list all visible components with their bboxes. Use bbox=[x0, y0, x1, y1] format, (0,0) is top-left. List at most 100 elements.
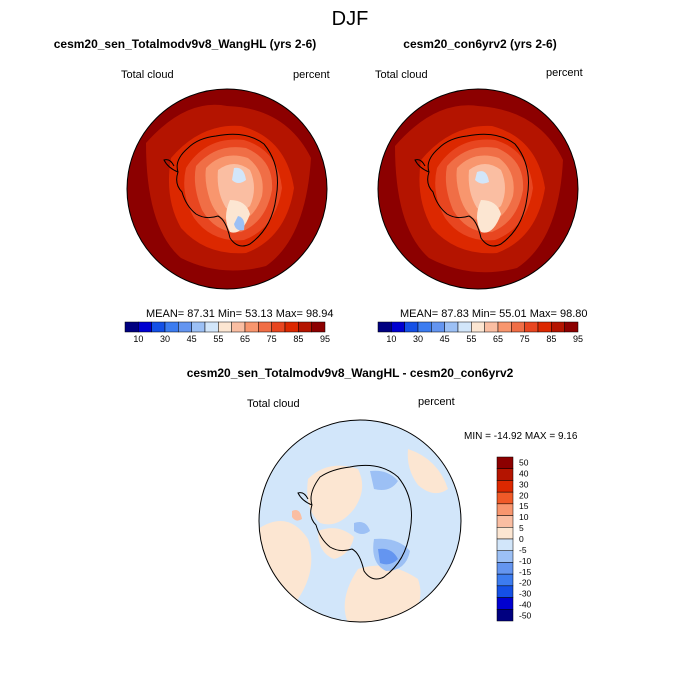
colorbar-swatch bbox=[404, 321, 419, 333]
panel3-map-border bbox=[258, 419, 462, 623]
panel3-max-label: MAX = bbox=[524, 431, 556, 442]
colorbar-tick-label: 85 bbox=[293, 334, 303, 344]
figure-title: DJF bbox=[331, 8, 369, 30]
colorbar-swatch bbox=[484, 321, 499, 333]
colorbar-swatch bbox=[431, 321, 445, 333]
colorbar-swatch bbox=[284, 321, 299, 333]
panel1-title: cesm20_sen_Totalmodv9v8_WangHL (yrs 2-6) bbox=[53, 37, 317, 51]
panel2-variable-label: Total cloud bbox=[375, 69, 428, 81]
panel3-positive-region-5 bbox=[318, 528, 354, 559]
panel3-variable-label: Total cloud bbox=[247, 398, 300, 410]
colorbar-swatch bbox=[551, 321, 565, 333]
panel1-min-patch bbox=[234, 216, 245, 231]
colorbar-swatch bbox=[178, 321, 192, 333]
colorbar-swatch bbox=[496, 597, 514, 610]
panel1-variable-label: Total cloud bbox=[121, 69, 174, 81]
panel3-min-value: -14.92 bbox=[493, 431, 523, 442]
colorbar-tick-label: -20 bbox=[519, 578, 532, 588]
colorbar-swatch bbox=[417, 321, 432, 333]
panel3-stats: MIN = -14.92 MAX = 9.16 bbox=[464, 431, 577, 442]
colorbar-swatch bbox=[496, 491, 514, 505]
panel3-negative-region-1 bbox=[370, 470, 398, 490]
colorbar-swatch bbox=[124, 321, 139, 333]
panel1-max-value: 98.94 bbox=[305, 308, 334, 320]
colorbar-swatch bbox=[496, 562, 514, 575]
colorbar-swatch bbox=[496, 468, 514, 481]
panel3-positive-region-2 bbox=[307, 465, 363, 525]
panel2-max-value: 98.80 bbox=[559, 308, 588, 320]
panel2-polar-map bbox=[377, 88, 579, 290]
colorbar-swatch bbox=[151, 321, 166, 333]
panel3-polar-map bbox=[258, 419, 462, 623]
colorbar-tick-label: 0 bbox=[519, 534, 524, 544]
panel1-mean-label: MEAN= bbox=[146, 308, 185, 320]
panel1-low-cloud-patch bbox=[232, 167, 246, 183]
panel2-low-cloud-patch bbox=[475, 171, 489, 184]
panel3-min-label: MIN = bbox=[464, 431, 491, 442]
panel2-peninsula bbox=[414, 159, 430, 173]
panel1-max-label: Max= bbox=[275, 308, 303, 320]
colorbar-tick-label: 15 bbox=[519, 501, 529, 511]
colorbar-swatch bbox=[496, 550, 514, 563]
colorbar-swatch bbox=[204, 321, 219, 333]
panel3-negative-region-4 bbox=[354, 522, 370, 534]
colorbar-swatch bbox=[511, 321, 525, 333]
panel1-units-label: percent bbox=[293, 69, 330, 81]
colorbar-swatch bbox=[457, 321, 472, 333]
panel1-map-border bbox=[126, 88, 328, 290]
colorbar-tick-label: 10 bbox=[519, 512, 529, 522]
colorbar-tick-label: -50 bbox=[519, 611, 532, 621]
colorbar-tick-label: 55 bbox=[466, 334, 476, 344]
colorbar-swatch bbox=[496, 503, 514, 516]
panel2-units-label: percent bbox=[546, 67, 583, 79]
panel1-coastline bbox=[176, 133, 278, 247]
colorbar-swatch bbox=[218, 321, 232, 333]
colorbar-tick-label: 75 bbox=[267, 334, 277, 344]
panel1-peninsula bbox=[163, 159, 179, 173]
colorbar-swatch bbox=[298, 321, 312, 333]
colorbar-swatch bbox=[258, 321, 272, 333]
colorbar-swatch bbox=[496, 480, 514, 493]
colorbar-swatch bbox=[444, 321, 459, 333]
panel2-stats: MEAN= 87.83 Min= 55.01 Max= 98.80 bbox=[400, 308, 588, 320]
colorbar-swatch bbox=[496, 456, 514, 469]
colorbar-tick-label: 30 bbox=[519, 479, 529, 489]
colorbar-tick-label: 55 bbox=[213, 334, 223, 344]
colorbar-tick-label: 95 bbox=[320, 334, 330, 344]
colorbar-tick-label: 95 bbox=[573, 334, 583, 344]
panel2-max-label: Max= bbox=[529, 308, 557, 320]
colorbar-swatch bbox=[138, 321, 152, 333]
colorbar-tick-label: -15 bbox=[519, 567, 532, 577]
panel3-positive-region-4 bbox=[407, 449, 448, 494]
panel1-stats: MEAN= 87.31 Min= 53.13 Max= 98.94 bbox=[146, 308, 334, 320]
panel2-coastline bbox=[427, 133, 529, 247]
colorbar-tick-label: 20 bbox=[519, 490, 529, 500]
panel2-colorbar: 10 30 45 55 65 75 85 95 bbox=[377, 321, 583, 344]
panel1-min-value: 53.13 bbox=[245, 308, 273, 320]
colorbar-tick-label: 65 bbox=[493, 334, 503, 344]
colorbar-tick-label: 10 bbox=[386, 334, 396, 344]
colorbar-tick-label: 5 bbox=[519, 523, 524, 533]
colorbar-tick-label: 10 bbox=[133, 334, 143, 344]
colorbar-tick-label: -30 bbox=[519, 589, 532, 599]
panel3-positive-region-3 bbox=[344, 565, 421, 622]
panel3-max-value: 9.16 bbox=[557, 431, 578, 442]
panel3-peninsula bbox=[297, 492, 313, 506]
colorbar-swatch bbox=[191, 321, 206, 333]
colorbar-tick-label: -40 bbox=[519, 600, 532, 610]
colorbar-swatch bbox=[496, 609, 514, 622]
colorbar-swatch bbox=[496, 573, 514, 587]
panel2-mean-label: MEAN= bbox=[400, 308, 439, 320]
colorbar-tick-label: 30 bbox=[413, 334, 423, 344]
panel1-polar-map bbox=[126, 88, 328, 290]
panel2-title: cesm20_con6yrv2 (yrs 2-6) bbox=[403, 37, 557, 51]
colorbar-swatch bbox=[537, 321, 552, 333]
colorbar-tick-label: 45 bbox=[440, 334, 450, 344]
colorbar-tick-label: 65 bbox=[240, 334, 250, 344]
colorbar-swatch bbox=[496, 527, 514, 540]
colorbar-swatch bbox=[244, 321, 259, 333]
colorbar-swatch bbox=[496, 585, 514, 598]
panel1-mean-value: 87.31 bbox=[187, 308, 215, 320]
colorbar-swatch bbox=[231, 321, 246, 333]
